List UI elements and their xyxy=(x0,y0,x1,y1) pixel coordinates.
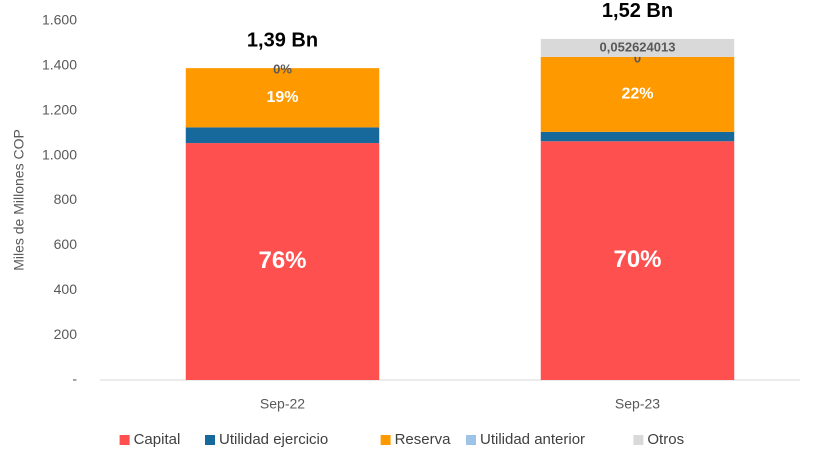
y-tick-label: 400 xyxy=(54,281,78,297)
total-label: 1,39 Bn xyxy=(247,29,318,51)
legend-label: Capital xyxy=(134,431,181,448)
y-tick-label: 600 xyxy=(54,236,78,252)
x-tick-label: Sep-23 xyxy=(615,396,660,412)
data-label: 70% xyxy=(613,246,661,273)
y-tick-label: 800 xyxy=(54,191,78,207)
bar-segment xyxy=(540,131,735,142)
data-label: 0,052624013 xyxy=(600,39,676,54)
bar-segment xyxy=(185,143,380,380)
bar-segment xyxy=(185,68,380,128)
y-tick-label: 1.200 xyxy=(42,101,77,117)
x-tick-label: Sep-22 xyxy=(260,396,305,412)
data-label: 76% xyxy=(258,247,306,274)
bar-segment xyxy=(540,38,735,57)
data-label: 19% xyxy=(266,89,298,106)
legend-swatch xyxy=(380,435,391,445)
data-label: 0 xyxy=(634,50,641,65)
legend-label: Reserva xyxy=(395,431,452,448)
legend-label: Utilidad anterior xyxy=(480,431,585,448)
legend-swatch xyxy=(119,435,130,445)
bar-segment xyxy=(540,56,735,132)
data-label: 0% xyxy=(273,62,292,77)
y-tick-label: 200 xyxy=(54,326,78,342)
y-axis-label: Miles de Millones COP xyxy=(11,129,27,271)
y-tick-label: 1.400 xyxy=(42,57,77,73)
legend-label: Utilidad ejercicio xyxy=(219,431,328,448)
legend-swatch xyxy=(633,435,644,445)
legend-label: Otros xyxy=(647,431,684,448)
y-tick-label: 1.600 xyxy=(42,12,77,28)
legend-swatch xyxy=(466,435,476,445)
total-label: 1,52 Bn xyxy=(602,0,673,22)
data-label: 22% xyxy=(621,86,653,103)
y-tick-label: 1.000 xyxy=(42,146,77,162)
y-tick-label: - xyxy=(72,371,77,387)
bar-segment xyxy=(540,141,735,380)
bar-segment xyxy=(185,127,380,144)
legend-swatch xyxy=(205,435,215,445)
